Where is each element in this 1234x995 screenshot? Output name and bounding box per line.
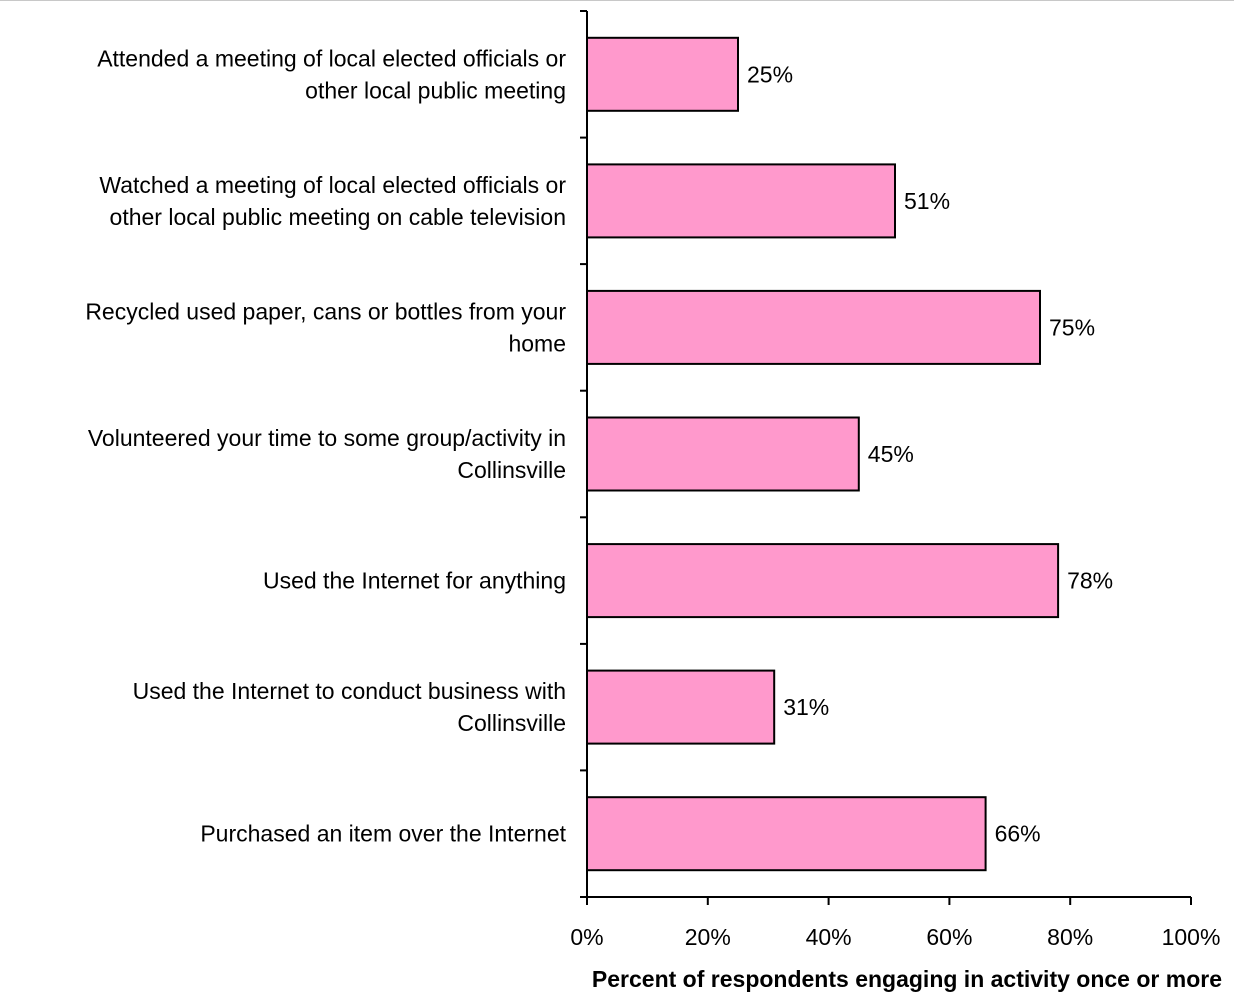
x-tick-label-5: 100%: [1162, 924, 1221, 950]
x-ticks-group: 0% 20% 40% 60% 80% 100%: [570, 897, 1220, 950]
value-label-3: 75%: [1049, 314, 1095, 340]
bar-3: [586, 289, 1041, 365]
bar-1: [586, 36, 739, 112]
bar-4: [586, 416, 860, 492]
x-tick-label-2: 40%: [806, 924, 852, 950]
bar-5: [586, 543, 1060, 619]
category-labels-group: Attended a meeting of local elected offi…: [85, 45, 566, 846]
category-label-4-line-2: Collinsville: [457, 457, 566, 483]
bars-group: [586, 36, 1060, 872]
value-label-5: 78%: [1067, 568, 1113, 594]
category-label-2-line-1: Watched a meeting of local elected offic…: [99, 172, 566, 198]
axes-group: [580, 10, 1191, 898]
bar-7: [586, 796, 987, 872]
value-label-2: 51%: [904, 188, 950, 214]
value-label-6: 31%: [783, 694, 829, 720]
category-label-1-line-1: Attended a meeting of local elected offi…: [97, 45, 566, 71]
bar-6: [586, 669, 776, 745]
category-label-3-line-2: home: [508, 330, 566, 356]
category-label-7-line-1: Purchased an item over the Internet: [200, 821, 566, 847]
value-label-7: 66%: [995, 821, 1041, 847]
category-label-3-line-1: Recycled used paper, cans or bottles fro…: [85, 298, 566, 324]
x-tick-label-1: 20%: [685, 924, 731, 950]
category-label-6-line-2: Collinsville: [457, 710, 566, 736]
value-label-1: 25%: [747, 61, 793, 87]
x-tick-label-4: 80%: [1047, 924, 1093, 950]
x-tick-label-0: 0%: [570, 924, 603, 950]
x-axis-label: Percent of respondents engaging in activ…: [592, 966, 1222, 992]
top-border-line: [0, 0, 1234, 1]
category-label-4-line-1: Volunteered your time to some group/acti…: [88, 425, 566, 451]
category-label-1-line-2: other local public meeting: [305, 77, 566, 103]
value-label-4: 45%: [868, 441, 914, 467]
category-label-5-line-1: Used the Internet for anything: [263, 568, 566, 594]
category-label-6-line-1: Used the Internet to conduct business wi…: [133, 678, 566, 704]
x-tick-label-3: 60%: [926, 924, 972, 950]
bar-2: [586, 163, 896, 239]
category-label-2-line-2: other local public meeting on cable tele…: [110, 204, 566, 230]
value-labels-group: 25% 51% 75% 45% 78% 31% 66%: [747, 61, 1113, 846]
